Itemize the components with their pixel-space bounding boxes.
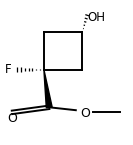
Polygon shape [44,70,52,108]
Text: F: F [5,63,12,76]
Text: OH: OH [88,11,106,24]
Text: O: O [7,112,17,125]
Text: O: O [80,107,90,120]
